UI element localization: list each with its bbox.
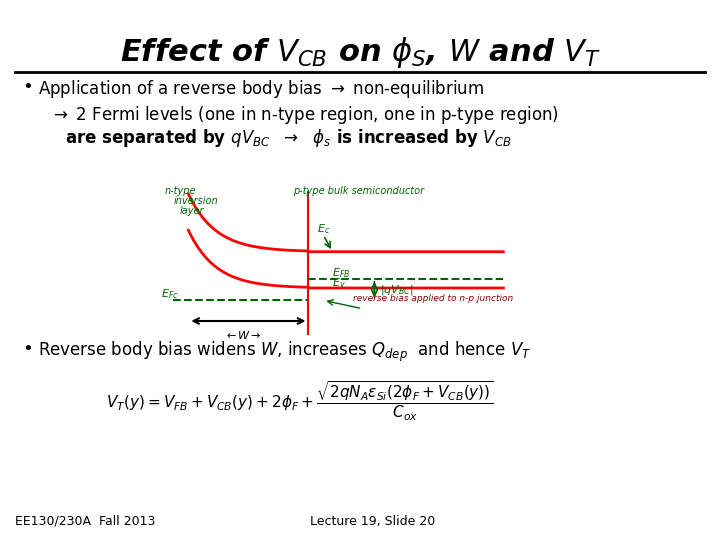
Text: Application of a reverse body bias $\rightarrow$ non-equilibrium: Application of a reverse body bias $\rig… [38,78,485,100]
Text: $E_{Fc}$: $E_{Fc}$ [161,287,179,301]
Text: $E_c$: $E_c$ [318,222,330,235]
Text: reverse bias applied to n-p junction: reverse bias applied to n-p junction [354,294,513,303]
Text: $V_T(y) = V_{FB} + V_{CB}(y) + 2\phi_F + \dfrac{\sqrt{2qN_A\varepsilon_{Si}(2\ph: $V_T(y) = V_{FB} + V_{CB}(y) + 2\phi_F +… [106,380,494,423]
Text: layer: layer [179,206,204,216]
Text: Lecture 19, Slide 20: Lecture 19, Slide 20 [310,515,436,528]
Text: $|qV_{BC}|$: $|qV_{BC}|$ [380,282,414,296]
Text: EE130/230A  Fall 2013: EE130/230A Fall 2013 [15,515,156,528]
Text: $E_{FB}$: $E_{FB}$ [333,266,351,280]
Text: •: • [22,78,32,96]
Text: $E_v$: $E_v$ [333,276,346,290]
Text: Reverse body bias widens $W$, increases $Q_{dep}$  and hence $V_T$: Reverse body bias widens $W$, increases … [38,340,531,364]
Text: •: • [22,340,32,358]
Text: $\rightarrow$ 2 Fermi levels (one in n-type region, one in p-type region): $\rightarrow$ 2 Fermi levels (one in n-t… [50,104,559,126]
Text: inversion: inversion [174,196,218,206]
Text: n-type: n-type [164,186,196,196]
Text: $\leftarrow W \rightarrow$: $\leftarrow W \rightarrow$ [224,329,261,341]
Text: are separated by $qV_{BC}$  $\rightarrow$  $\phi_s$ is increased by $V_{CB}$: are separated by $qV_{BC}$ $\rightarrow$… [65,127,512,149]
Text: p-type bulk semiconductor: p-type bulk semiconductor [294,186,425,196]
Text: Effect of $V_{CB}$ on $\phi_S$, $W$ and $V_T$: Effect of $V_{CB}$ on $\phi_S$, $W$ and … [120,35,600,70]
